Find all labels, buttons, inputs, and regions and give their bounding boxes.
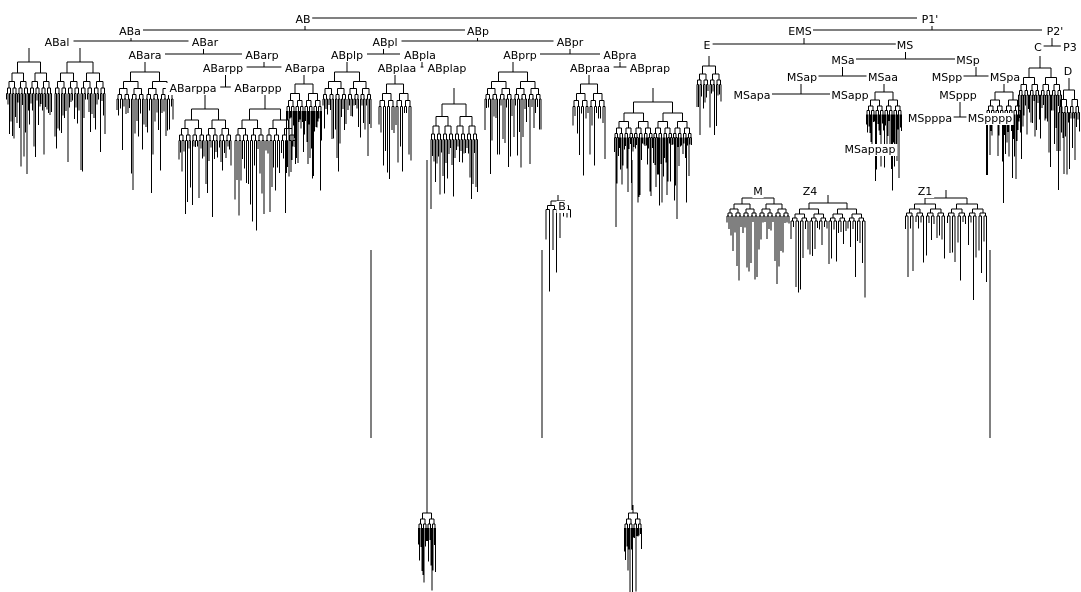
label-background xyxy=(373,63,421,75)
node-label: P1' xyxy=(922,13,939,26)
label-background xyxy=(895,40,915,52)
node-label: MSa xyxy=(831,54,854,67)
node-label: E xyxy=(704,39,711,52)
label-background xyxy=(400,50,440,62)
label-background xyxy=(368,37,402,49)
node-label: MSpppa xyxy=(908,112,952,125)
node-label: ABpraa xyxy=(570,62,610,75)
label-background xyxy=(930,72,964,84)
label-background xyxy=(600,50,640,62)
label-background xyxy=(242,50,282,62)
label-background xyxy=(188,37,222,49)
node-label: ABplaa xyxy=(378,62,417,75)
label-background xyxy=(966,113,1014,125)
label-background xyxy=(500,50,540,62)
node-labels: AB P1'ABa ABp EMS P2'ABal ABar ABpl ABpr E MS C P3A… xyxy=(40,13,1080,213)
label-background xyxy=(955,55,981,67)
node-label: ABarpa xyxy=(285,62,325,75)
node-label: B xyxy=(558,200,566,213)
label-background xyxy=(281,63,329,75)
node-label: MSaa xyxy=(868,71,898,84)
node-label: ABara xyxy=(128,49,161,62)
label-background xyxy=(938,90,978,102)
node-label: ABpra xyxy=(603,49,636,62)
node-label: EMS xyxy=(788,25,811,38)
label-background xyxy=(423,63,471,75)
node-label: ABarp xyxy=(245,49,278,62)
label-background xyxy=(800,186,820,198)
label-background xyxy=(199,63,247,75)
node-label: ABprp xyxy=(503,49,537,62)
node-label: MSp xyxy=(956,54,979,67)
node-label: D xyxy=(1064,65,1072,78)
node-label: ABpr xyxy=(557,36,584,49)
label-background xyxy=(1032,42,1044,54)
label-background xyxy=(1060,42,1080,54)
node-label: ABa xyxy=(119,25,141,38)
node-label: ABplap xyxy=(428,62,467,75)
label-background xyxy=(40,37,74,49)
label-background xyxy=(830,90,870,102)
label-background xyxy=(866,72,900,84)
label-background xyxy=(830,55,856,67)
label-background xyxy=(626,63,674,75)
node-label: MSappap xyxy=(845,143,896,156)
label-background xyxy=(165,83,221,95)
label-background xyxy=(465,26,491,38)
label-background xyxy=(915,186,935,198)
label-background xyxy=(125,50,165,62)
label-background xyxy=(566,63,614,75)
node-label: MSppp xyxy=(939,89,976,102)
node-label: ABpla xyxy=(404,49,436,62)
label-background xyxy=(787,26,813,38)
node-label: MSapa xyxy=(734,89,771,102)
node-label: MSpa xyxy=(990,71,1020,84)
label-background xyxy=(1062,66,1074,78)
label-background xyxy=(701,40,713,52)
label-background xyxy=(842,144,898,156)
node-label: MSpppp xyxy=(968,112,1012,125)
node-label: ABpl xyxy=(372,36,397,49)
node-label: Z1 xyxy=(918,185,933,198)
node-label: P3 xyxy=(1063,41,1077,54)
label-background xyxy=(117,26,143,38)
node-label: ABarpp xyxy=(203,62,243,75)
node-label: ABarppp xyxy=(234,82,281,95)
label-background xyxy=(556,201,568,213)
label-background xyxy=(988,72,1022,84)
label-background xyxy=(732,90,772,102)
node-label: C xyxy=(1034,41,1042,54)
node-label: Z4 xyxy=(803,185,818,198)
node-label: ABplp xyxy=(331,49,363,62)
label-background xyxy=(906,113,954,125)
label-background xyxy=(785,72,819,84)
node-label: AB xyxy=(295,13,310,26)
node-label: MSapp xyxy=(831,89,868,102)
label-background xyxy=(752,186,764,198)
node-label: ABal xyxy=(45,36,70,49)
tree-edges xyxy=(6,14,1080,592)
label-background xyxy=(917,14,943,26)
label-background xyxy=(553,37,587,49)
node-label: ABar xyxy=(192,36,219,49)
node-label: MS xyxy=(897,39,913,52)
label-background xyxy=(327,50,367,62)
label-background xyxy=(1042,26,1068,38)
node-label: ABprap xyxy=(630,62,670,75)
label-background xyxy=(230,83,286,95)
node-label: MSpp xyxy=(932,71,962,84)
node-label: M xyxy=(753,185,763,198)
label-background xyxy=(293,14,313,26)
node-label: P2' xyxy=(1047,25,1064,38)
node-label: ABarppa xyxy=(169,82,216,95)
node-label: MSap xyxy=(787,71,817,84)
node-label: ABp xyxy=(467,25,489,38)
